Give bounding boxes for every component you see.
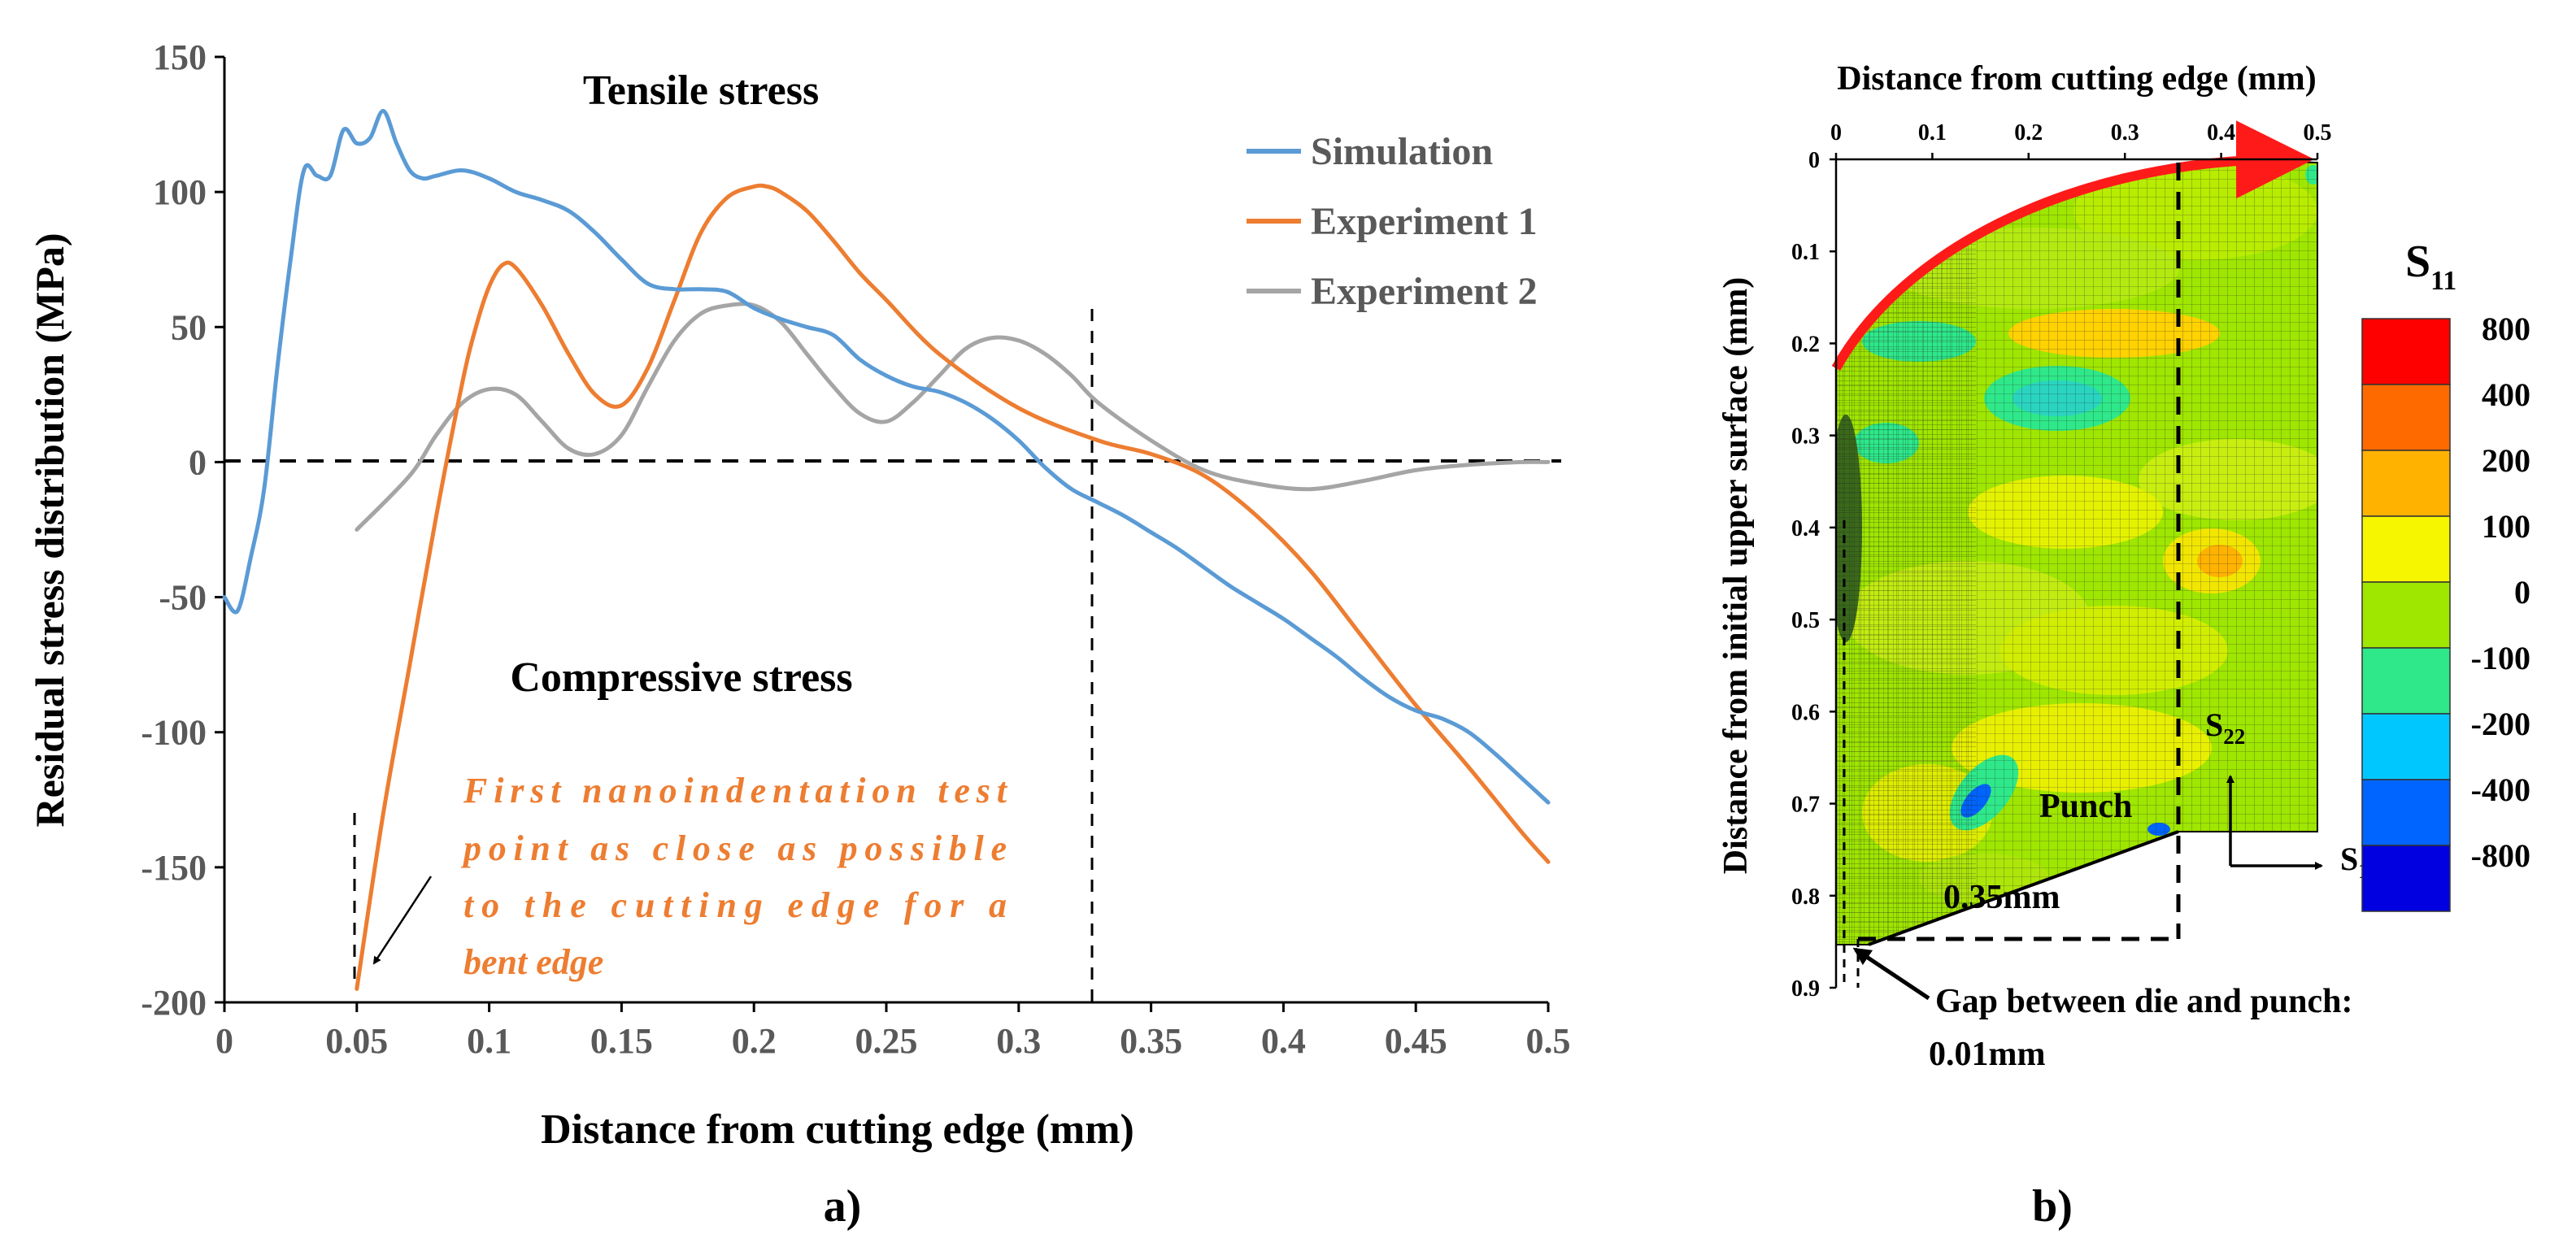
- a-xtick-label: 0.1: [467, 1021, 511, 1061]
- panel-a-line-chart: 0 0.05 0.1 0.15 0.2 0.25 0.3 0.35 0.4 0.45 0.5 -200…: [27, 37, 1571, 1232]
- gap-arrow: [1852, 947, 1930, 1001]
- legend-label: Experiment 2: [1311, 270, 1538, 313]
- a-xtick-label: 0.35: [1120, 1021, 1182, 1061]
- series-experiment-1: [355, 183, 1551, 991]
- colorbar-cell: [2361, 779, 2451, 846]
- s22-label: S22: [2205, 706, 2245, 749]
- punch-width-label: 0.35mm: [1943, 879, 2060, 916]
- colorbar-cell: [2361, 713, 2451, 780]
- colorbar-level-label: 0: [2514, 574, 2530, 611]
- series-experiment-2: [355, 302, 1551, 532]
- a-xtick-label: 0.5: [1526, 1021, 1571, 1061]
- colorbar-title: S11: [2405, 237, 2456, 296]
- b-ytick-label: 0.3: [1791, 424, 1820, 450]
- a-ytick-label: 0: [189, 442, 207, 482]
- colorbar-cell: [2361, 581, 2451, 649]
- compressive-stress-label: Compressive stress: [510, 654, 852, 701]
- stress-contour-field: [1836, 162, 2317, 945]
- b-xtick-label: 0: [1830, 120, 1842, 146]
- nanoindentation-note: First nanoindentation test point as clos…: [460, 771, 1008, 982]
- b-ytick-label: 0.1: [1791, 240, 1820, 265]
- b-xtick-label: 0.2: [2014, 120, 2043, 146]
- colorbar-level-label: 400: [2482, 376, 2530, 413]
- colorbar-cell: [2361, 845, 2451, 912]
- gap-label-line1: Gap between die and punch:: [1935, 983, 2352, 1020]
- a-ticks: 0 0.05 0.1 0.15 0.2 0.25 0.3 0.35 0.4 0.45 0.5 -200…: [141, 37, 1570, 1061]
- a-xtick-label: 0.3: [996, 1021, 1041, 1061]
- colorbar-level-label: 100: [2482, 508, 2530, 545]
- a-xtick-label: 0.05: [325, 1021, 388, 1061]
- punch-edge: [1868, 830, 2179, 946]
- a-y-axis-label: Residual stress distribution (MPa): [27, 233, 72, 827]
- colorbar-cell: [2361, 318, 2451, 385]
- note-line-4: bent edge: [463, 942, 603, 982]
- a-ytick-label: 100: [153, 172, 207, 212]
- a-xtick-label: 0.45: [1385, 1021, 1447, 1061]
- b-y-axis-label: Distance from initial upper surface (mm): [1717, 277, 1755, 875]
- punch-label: Punch: [2039, 788, 2132, 825]
- a-xtick-label: 0.4: [1261, 1021, 1306, 1061]
- colorbar-cell: [2361, 515, 2451, 583]
- a-legend: Simulation Experiment 1 Experiment 2: [1247, 130, 1538, 313]
- colorbar-level-label: -400: [2471, 771, 2530, 808]
- b-ticks: 0 0.1 0.2 0.3 0.4 0.5 0 0.1 0.2 0.3 0.4 0.5 0.6 0.7 0.…: [1791, 120, 2332, 1002]
- note-line-1: First nanoindentation test: [463, 771, 1008, 811]
- b-ytick-label: 0.8: [1791, 884, 1820, 910]
- b-ytick-label: 0.7: [1791, 793, 1820, 818]
- legend-label: Experiment 1: [1311, 200, 1538, 243]
- a-xtick-label: 0.2: [732, 1021, 777, 1061]
- b-ytick-label: 0.2: [1791, 332, 1820, 357]
- b-ytick-label: 0.5: [1791, 608, 1820, 633]
- b-ytick-label: 0: [1808, 148, 1820, 173]
- colorbar-cell: [2361, 450, 2451, 517]
- b-ytick-label: 0.6: [1791, 700, 1820, 725]
- colorbar-cells: 800 400 200 100 0 -100 -200 -400 -800: [2361, 311, 2530, 912]
- colorbar-level-label: -800: [2471, 837, 2530, 874]
- colorbar-level-label: -100: [2471, 640, 2530, 676]
- colorbar-level-label: 800: [2482, 311, 2530, 347]
- a-xtick-label: 0.15: [590, 1021, 653, 1061]
- b-xtick-label: 0.3: [2111, 120, 2139, 146]
- series-simulation: [222, 109, 1551, 805]
- a-ytick-label: 150: [153, 37, 207, 77]
- a-ytick-label: -200: [141, 983, 207, 1023]
- a-ytick-label: -100: [141, 713, 207, 753]
- a-panel-label: a): [824, 1181, 862, 1232]
- colorbar: S11 800 400 200 100 0 -100 -200 -400 -800: [2361, 237, 2530, 912]
- a-ytick-label: -50: [159, 578, 207, 618]
- colorbar-level-label: -200: [2471, 706, 2530, 742]
- colorbar-cell: [2361, 384, 2451, 451]
- b-xtick-label: 0.1: [1918, 120, 1947, 146]
- note-arrow: [372, 876, 433, 965]
- bent-edge-highlight: [1831, 120, 2314, 371]
- colorbar-cell: [2361, 647, 2451, 715]
- b-ytick-label: 0.4: [1791, 516, 1820, 541]
- legend-label: Simulation: [1311, 130, 1493, 173]
- panel-b-contour: 0 0.1 0.2 0.3 0.4 0.5 0 0.1 0.2 0.3 0.4 0.5 0.6 0.7 0.…: [1717, 60, 2530, 1232]
- a-series: [222, 109, 1551, 991]
- note-line-3: to the cutting edge for a: [463, 885, 1007, 925]
- a-x-axis-label: Distance from cutting edge (mm): [541, 1106, 1134, 1153]
- b-ytick-label: 0.9: [1791, 976, 1820, 1002]
- b-panel-label: b): [2032, 1181, 2073, 1232]
- tensile-stress-label: Tensile stress: [583, 67, 819, 114]
- b-x-axis-label: Distance from cutting edge (mm): [1837, 60, 2316, 98]
- colorbar-level-label: 200: [2482, 442, 2530, 479]
- gap-label-line2: 0.01mm: [1929, 1036, 2045, 1073]
- a-xtick-label: 0.25: [855, 1021, 918, 1061]
- a-ytick-label: 50: [171, 307, 207, 347]
- a-xtick-label: 0: [215, 1021, 233, 1061]
- b-xtick-label: 0.5: [2304, 120, 2332, 146]
- b-xtick-label: 0.4: [2207, 120, 2235, 146]
- note-line-2: point as close as possible: [460, 828, 1007, 868]
- a-ytick-label: -150: [141, 848, 207, 888]
